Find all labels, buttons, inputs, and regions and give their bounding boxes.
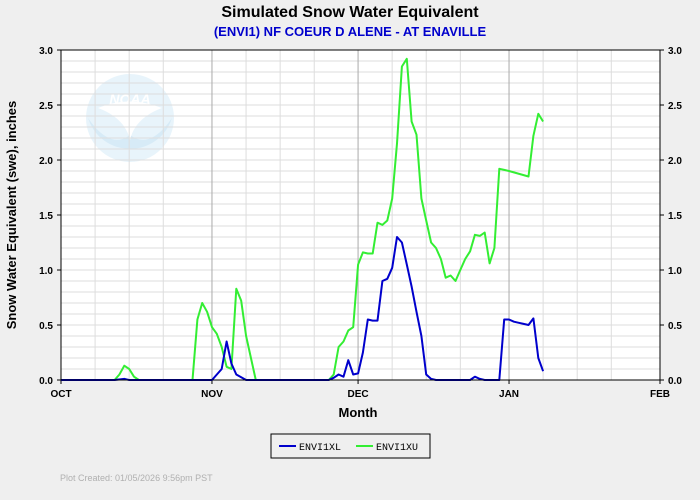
legend: ENVI1XL ENVI1XU: [270, 433, 431, 459]
x-tick-label: FEB: [650, 389, 670, 400]
grid: [61, 50, 660, 380]
y-tick-label-right: 2.5: [668, 101, 682, 112]
x-tick-label: JAN: [499, 389, 519, 400]
y-tick-label-right: 0.0: [668, 376, 682, 387]
plot-border: [60, 49, 661, 381]
x-tick-label: DEC: [348, 389, 369, 400]
y-tick-label-left: 1.5: [39, 211, 53, 222]
plot-created-footer: Plot Created: 01/05/2026 9:56pm PST: [60, 473, 213, 483]
legend-box: [270, 433, 431, 459]
y-tick-label-left: 1.0: [39, 266, 53, 277]
x-tick-label: NOV: [201, 389, 223, 400]
y-tick-label-left: 2.0: [39, 156, 53, 167]
y-tick-label-left: 2.5: [39, 101, 53, 112]
chart-subtitle: (ENVI1) NF COEUR D ALENE - AT ENAVILLE: [214, 24, 487, 39]
legend-label-envi1xu: ENVI1XU: [376, 443, 418, 454]
x-axis-label: Month: [339, 405, 378, 420]
x-tick-label: OCT: [50, 389, 71, 400]
chart-title: Simulated Snow Water Equivalent: [221, 4, 479, 21]
y-tick-label-right: 1.5: [668, 211, 682, 222]
series-line-envi1xu: [61, 57, 544, 381]
noaa-logo-text: NOAA: [109, 91, 150, 107]
y-tick-label-left: 3.0: [39, 46, 53, 57]
y-tick-label-right: 2.0: [668, 156, 682, 167]
noaa-logo: NOAA: [86, 74, 174, 162]
y-tick-label-right: 1.0: [668, 266, 682, 277]
y-tick-label-left: 0.5: [39, 321, 53, 332]
y-axis-right-ticks: 0.0 0.5 1.0 1.5 2.0 2.5 3.0: [660, 46, 682, 387]
y-tick-label-left: 0.0: [39, 376, 53, 387]
y-axis-label: Snow Water Equivalent (swe), inches: [4, 101, 19, 330]
x-axis-ticks: OCT NOV DEC JAN FEB: [50, 380, 670, 400]
y-axis-left-ticks: 0.0 0.5 1.0 1.5 2.0 2.5 3.0: [39, 46, 61, 387]
series-line-envi1xl: [61, 236, 545, 381]
legend-label-envi1xl: ENVI1XL: [299, 443, 341, 454]
series-group: [61, 57, 545, 381]
y-tick-label-right: 0.5: [668, 321, 682, 332]
y-tick-label-right: 3.0: [668, 46, 682, 57]
